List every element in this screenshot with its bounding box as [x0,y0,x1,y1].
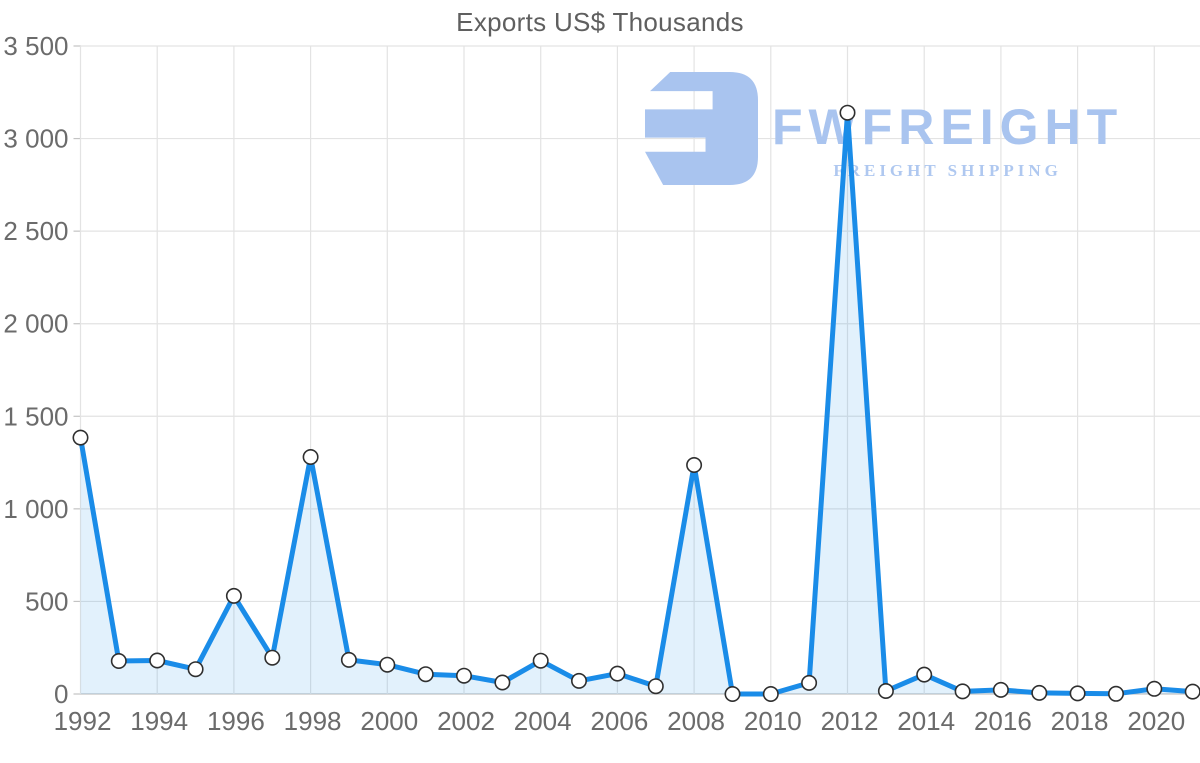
x-tick-label: 2004 [514,706,572,736]
data-point-marker[interactable] [225,587,242,604]
x-tick-label: 2018 [1051,706,1109,736]
data-point-marker[interactable] [916,666,933,683]
x-tick-label: 2008 [667,706,725,736]
data-point-marker[interactable] [149,652,166,669]
x-tick-label: 2016 [974,706,1032,736]
x-tick-label: 1998 [284,706,342,736]
data-point-marker[interactable] [1031,684,1048,701]
data-point-marker[interactable] [532,652,549,669]
data-point-marker[interactable] [455,667,472,684]
x-tick-label: 2000 [360,706,418,736]
x-tick-label: 1992 [54,706,112,736]
y-tick-label: 2 500 [3,216,68,246]
data-point-marker[interactable] [724,685,741,702]
data-point-marker[interactable] [839,104,856,121]
x-tick-label: 2010 [744,706,802,736]
data-point-marker[interactable] [1146,680,1163,697]
data-point-marker[interactable] [992,681,1009,698]
y-tick-label: 500 [25,586,68,616]
data-point-marker[interactable] [417,666,434,683]
data-point-marker[interactable] [494,674,511,691]
x-tick-label: 2014 [897,706,955,736]
data-point-marker[interactable] [1184,683,1200,700]
data-point-marker[interactable] [570,672,587,689]
chart-title: Exports US$ Thousands [456,7,744,37]
data-point-marker[interactable] [877,682,894,699]
data-point-marker[interactable] [110,652,127,669]
y-tick-label: 0 [54,679,68,709]
data-point-marker[interactable] [686,456,703,473]
data-point-marker[interactable] [609,665,626,682]
watermark-text-block: FWFREIGHT FREIGHT SHIPPING [772,102,1123,181]
area-fill [80,112,1193,694]
data-point-marker[interactable] [1108,685,1125,702]
watermark-brand-text: FWFREIGHT [772,99,1124,155]
fwfreight-logo-icon [645,72,758,185]
data-point-marker[interactable] [72,429,89,446]
data-point-marker[interactable] [801,674,818,691]
series-line [78,110,1196,697]
data-point-marker[interactable] [762,685,779,702]
y-tick-label: 2 000 [3,309,68,339]
watermark: FWFREIGHT FREIGHT SHIPPING [645,72,1123,185]
y-tick-label: 3 000 [3,124,68,154]
data-point-marker[interactable] [647,678,664,695]
y-tick-label: 1 500 [3,401,68,431]
y-tick-label: 3 500 [3,31,68,61]
y-tick-label: 1 000 [3,494,68,524]
data-point-marker[interactable] [302,448,319,465]
x-tick-label: 2012 [821,706,879,736]
data-point-marker[interactable] [954,683,971,700]
x-tick-label: 2002 [437,706,495,736]
watermark-tagline-text: FREIGHT SHIPPING [833,161,1062,180]
x-tick-label: 1994 [130,706,188,736]
x-tick-label: 2020 [1127,706,1185,736]
data-point-marker[interactable] [187,661,204,678]
data-point-marker[interactable] [1069,685,1086,702]
data-point-marker[interactable] [264,649,281,666]
x-tick-label: 1996 [207,706,265,736]
x-tick-label: 2006 [590,706,648,736]
data-point-marker[interactable] [340,651,357,668]
data-point-marker[interactable] [379,656,396,673]
